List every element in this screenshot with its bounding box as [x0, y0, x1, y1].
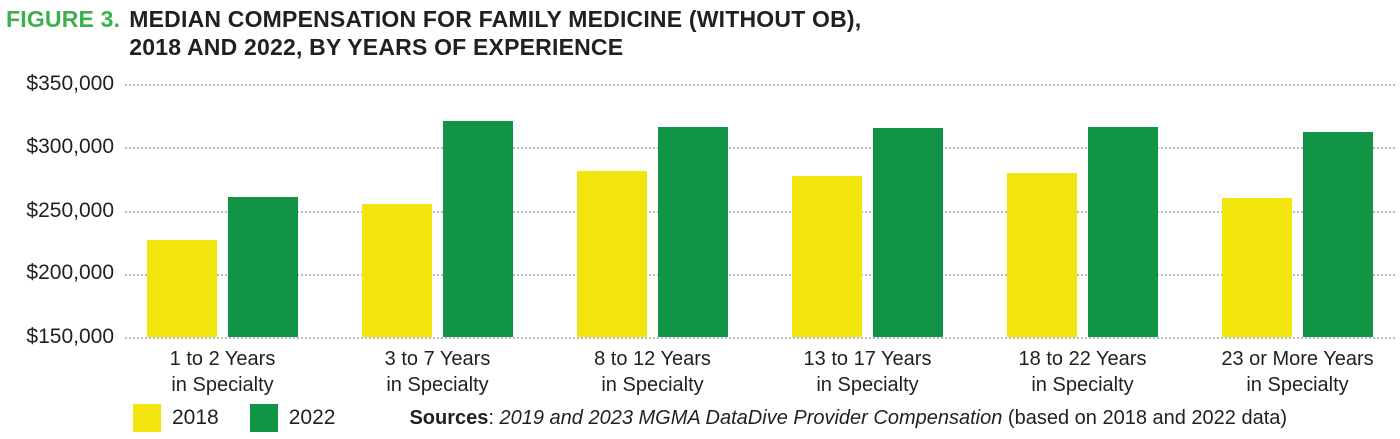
bar-2022-group-6: [1303, 132, 1373, 337]
chart-footer: 2018 2022 Sources: 2019 and 2023 MGMA Da…: [133, 402, 1287, 434]
source-separator: :: [488, 406, 500, 429]
chart-title-line-2: 2018 AND 2022, BY YEARS OF EXPERIENCE: [129, 34, 624, 60]
legend-label-2022: 2022: [288, 406, 336, 429]
gridline-300000: [125, 147, 1395, 150]
category-group-5: 18 to 22 Years in Specialty: [1007, 84, 1158, 396]
bar-2022-group-2: [443, 120, 513, 337]
bar-2018-group-6: [1222, 197, 1292, 337]
y-axis-tick-150000: $150,000: [26, 325, 114, 348]
source-suffix: (based on 2018 and 2022 data): [1002, 406, 1288, 429]
chart-title-line-1: MEDIAN COMPENSATION FOR FAMILY MEDICINE …: [129, 6, 862, 32]
category-label-5: 18 to 22 Years in Specialty: [1018, 348, 1147, 396]
category-label-1: 1 to 2 Years in Specialty: [169, 348, 276, 396]
category-label-3: 8 to 12 Years in Specialty: [594, 348, 711, 396]
legend-swatch-2018: [133, 404, 161, 432]
chart-title: MEDIAN COMPENSATION FOR FAMILY MEDICINE …: [129, 5, 861, 61]
bar-pair-2: [362, 84, 513, 337]
bar-2018-group-2: [362, 204, 432, 337]
bar-2018-group-1: [147, 239, 217, 337]
y-axis-tick-200000: $200,000: [26, 261, 114, 284]
bar-2022-group-4: [873, 128, 943, 337]
legend-item-2022: 2022: [249, 404, 336, 432]
bar-pair-1: [147, 84, 298, 337]
bar-2018-group-4: [792, 176, 862, 337]
bar-pair-5: [1007, 84, 1158, 337]
figure-label: FIGURE 3.: [6, 6, 121, 32]
plot-area: 1 to 2 Years in Specialty 3 to 7 Years in S…: [125, 84, 1395, 396]
y-axis-tick-300000: $300,000: [26, 135, 114, 158]
bar-2022-group-5: [1088, 127, 1158, 337]
gridline-150000-baseline: [125, 337, 1395, 339]
gridline-200000: [125, 273, 1395, 276]
gridline-350000: [125, 84, 1395, 86]
category-label-6: 23 or More Years in Specialty: [1221, 348, 1374, 396]
category-label-2: 3 to 7 Years in Specialty: [384, 348, 491, 396]
gridline-250000: [125, 210, 1395, 213]
legend-swatch-2022: [249, 404, 278, 432]
legend-label-2018: 2018: [172, 406, 219, 429]
bar-2022-group-1: [228, 196, 298, 337]
chart-header: FIGURE 3. MEDIAN COMPENSATION FOR FAMILY…: [6, 5, 861, 61]
category-label-4: 13 to 17 Years in Specialty: [803, 348, 932, 396]
source-note: Sources: 2019 and 2023 MGMA DataDive Pro…: [409, 407, 1287, 430]
y-axis-tick-250000: $250,000: [26, 199, 114, 222]
category-group-6: 23 or More Years in Specialty: [1221, 84, 1374, 396]
bar-2018-group-3: [577, 171, 647, 337]
bar-pair-4: [792, 84, 943, 337]
bar-pair-3: [577, 84, 728, 337]
category-group-4: 13 to 17 Years in Specialty: [792, 84, 943, 396]
source-citation: 2019 and 2023 MGMA DataDive Provider Com…: [499, 406, 1003, 429]
bar-2018-group-5: [1007, 172, 1077, 337]
legend-item-2018: 2018: [133, 404, 219, 432]
category-group-1: 1 to 2 Years in Specialty: [147, 84, 298, 396]
bar-groups: 1 to 2 Years in Specialty 3 to 7 Years in S…: [125, 84, 1395, 396]
source-prefix: Sources: [409, 406, 489, 429]
bar-pair-6: [1222, 84, 1373, 337]
category-group-3: 8 to 12 Years in Specialty: [577, 84, 728, 396]
bar-2022-group-3: [658, 127, 728, 337]
y-axis-tick-350000: $350,000: [26, 72, 114, 95]
category-group-2: 3 to 7 Years in Specialty: [362, 84, 513, 396]
